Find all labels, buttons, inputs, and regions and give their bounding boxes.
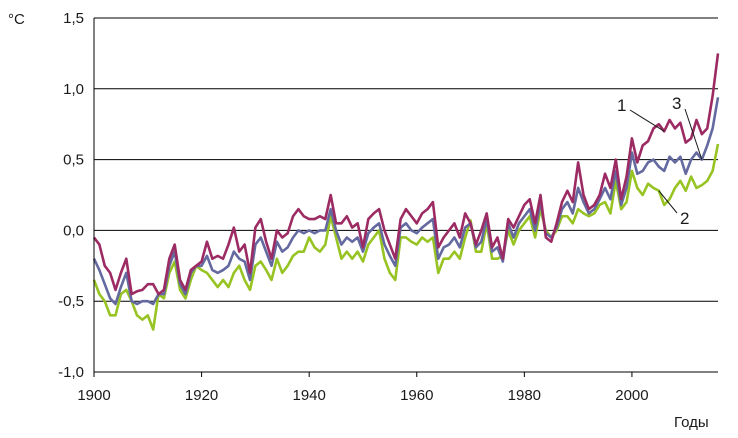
- series-label-leader-1: [629, 109, 665, 132]
- x-tick-label: 1980: [508, 387, 541, 404]
- x-tick-label: 1900: [77, 387, 110, 404]
- y-tick-label: -0,5: [58, 293, 84, 310]
- y-tick-label: -1,0: [58, 364, 84, 381]
- x-tick-label: 2000: [615, 387, 648, 404]
- y-tick-label: 1,5: [63, 10, 84, 27]
- series-line-2: [92, 143, 720, 331]
- y-tick-label: 0,0: [63, 222, 84, 239]
- y-tick-label: 1,0: [63, 81, 84, 98]
- x-axis-label: Годы: [674, 414, 709, 431]
- series-label-1: 1: [617, 96, 626, 115]
- series-label-3: 3: [672, 94, 681, 113]
- x-tick-label: 1940: [292, 387, 325, 404]
- series-label-leader-3: [684, 108, 703, 160]
- series-labels: 1 3 2: [617, 94, 703, 228]
- axes: -1,0 -0,5 0,0 0,5 1,0 1,5 1900 1920 1940 1960 1980…: [58, 10, 718, 404]
- y-axis-unit-label: °C: [8, 11, 25, 28]
- x-tick-label: 1960: [400, 387, 433, 404]
- series-lines: [92, 53, 720, 331]
- series-label-2: 2: [680, 209, 689, 228]
- series-line-1: [92, 53, 720, 296]
- y-tick-label: 0,5: [63, 152, 84, 169]
- series-label-leader-2: [658, 190, 678, 214]
- x-tick-label: 1920: [185, 387, 218, 404]
